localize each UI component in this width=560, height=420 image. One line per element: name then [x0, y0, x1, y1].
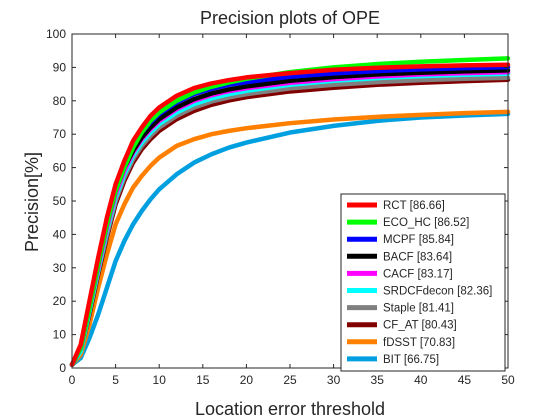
x-tick-label: 40	[414, 373, 428, 387]
chart-title: Precision plots of OPE	[200, 8, 380, 28]
series-line-9	[69, 111, 511, 367]
x-tick-label: 20	[240, 373, 254, 387]
legend-label-5: SRDCFdecon [82.36]	[383, 286, 492, 298]
legend-label-9: BIT [66.75]	[383, 354, 439, 366]
x-tick-label: 10	[153, 373, 167, 387]
x-tick-label: 15	[196, 373, 210, 387]
x-tick-label: 45	[458, 373, 472, 387]
y-tick-label: 0	[59, 361, 66, 375]
x-tick-label: 35	[371, 373, 385, 387]
legend: RCT [86.66] ECO_HC [86.52] MCPF [85.84] BAC…	[340, 193, 506, 372]
legend-label-6: Staple [81.41]	[383, 303, 454, 315]
legend-label-1: ECO_HC [86.52]	[383, 217, 469, 229]
legend-label-3: BACF [83.64]	[383, 251, 452, 263]
y-tick-label: 90	[53, 60, 67, 74]
legend-label-0: RCT [86.66]	[383, 200, 445, 212]
legend-label-2: MCPF [85.84]	[383, 234, 454, 246]
x-axis-label: Location error threshold	[195, 399, 385, 419]
y-axis-label: Precision[%]	[22, 152, 42, 252]
legend-label-7: CF_AT [80.43]	[383, 320, 457, 332]
y-tick-label: 30	[53, 261, 67, 275]
series-line-0	[69, 62, 511, 367]
x-tick-label: 30	[327, 373, 341, 387]
y-tick-label: 70	[53, 127, 67, 141]
y-tick-label: 20	[53, 294, 67, 308]
x-tick-label: 25	[283, 373, 297, 387]
y-tick-label: 100	[46, 27, 66, 41]
legend-label-4: CACF [83.17]	[383, 268, 453, 280]
y-tick-label: 50	[53, 194, 67, 208]
y-tick-label: 40	[53, 227, 67, 241]
y-tick-label: 10	[53, 328, 67, 342]
legend-label-8: fDSST [70.83]	[383, 337, 455, 349]
series-line-8	[69, 109, 511, 367]
x-tick-label: 0	[69, 373, 76, 387]
y-tick-label: 80	[53, 94, 67, 108]
y-tick-label: 60	[53, 161, 67, 175]
x-tick-label: 5	[112, 373, 119, 387]
x-tick-label: 50	[501, 373, 515, 387]
